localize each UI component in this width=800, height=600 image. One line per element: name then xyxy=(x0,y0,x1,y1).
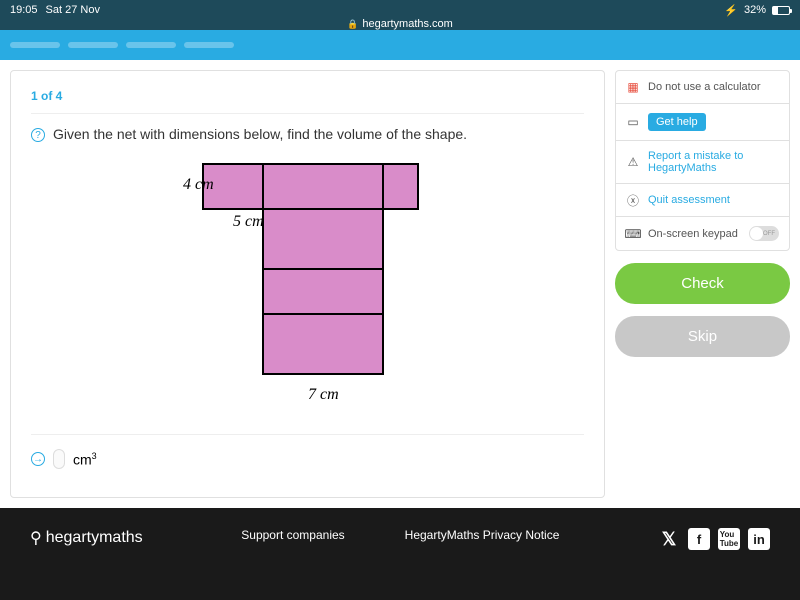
warning-icon: ⚠ xyxy=(626,155,640,169)
lock-icon: 🔒 xyxy=(347,19,358,30)
status-bar: 19:05 Sat 27 Nov ⚡ 32% xyxy=(0,0,800,20)
keypad-row: ⌨ On-screen keypad OFF xyxy=(616,217,789,250)
no-calc-label: Do not use a calculator xyxy=(648,81,761,93)
url-domain: hegartymaths.com xyxy=(362,18,452,30)
footer: ⚲ hegartymaths Support companies Hegarty… xyxy=(0,508,800,600)
quit-row[interactable]: ⓧ Quit assessment xyxy=(616,184,789,217)
keypad-label: On-screen keypad xyxy=(648,228,738,240)
question-text: Given the net with dimensions below, fin… xyxy=(53,126,467,142)
question-panel: 1 of 4 ? Given the net with dimensions b… xyxy=(10,70,605,498)
youtube-icon[interactable]: YouTube xyxy=(718,528,740,550)
status-date: Sat 27 Nov xyxy=(46,4,100,16)
skip-button[interactable]: Skip xyxy=(615,316,790,357)
get-help-button[interactable]: Get help xyxy=(648,113,706,131)
keypad-toggle[interactable]: OFF xyxy=(749,226,779,241)
answer-unit: cm3 xyxy=(73,451,97,468)
footer-social: 𝕏 f YouTube in xyxy=(658,528,770,550)
report-link[interactable]: Report a mistake to HegartyMaths xyxy=(648,150,779,174)
footer-link-support[interactable]: Support companies xyxy=(241,528,344,542)
battery-pct: 32% xyxy=(744,4,766,16)
keypad-icon: ⌨ xyxy=(626,227,640,241)
side-panel: ▦ Do not use a calculator ▭ Get help ⚠ R… xyxy=(615,70,790,251)
footer-logo: ⚲ hegartymaths xyxy=(30,528,143,548)
check-button[interactable]: Check xyxy=(615,263,790,304)
quit-link[interactable]: Quit assessment xyxy=(648,194,730,206)
calculator-icon: ▦ xyxy=(626,80,640,94)
svg-text:5 cm: 5 cm xyxy=(233,213,264,230)
net-diagram: 4 cm 5 cm 7 cm xyxy=(31,154,584,414)
answer-input[interactable] xyxy=(53,449,65,469)
linkedin-icon[interactable]: in xyxy=(748,528,770,550)
logo-icon: ⚲ xyxy=(30,528,42,548)
question-icon: ? xyxy=(31,128,45,142)
get-help-row[interactable]: ▭ Get help xyxy=(616,104,789,141)
battery-icon xyxy=(772,6,790,15)
wifi-icon: ⚡ xyxy=(724,4,738,17)
progress-label: 1 of 4 xyxy=(31,89,584,114)
svg-text:7 cm: 7 cm xyxy=(308,386,339,403)
tab-pill[interactable] xyxy=(126,42,176,48)
svg-text:4 cm: 4 cm xyxy=(183,176,214,193)
tab-pill[interactable] xyxy=(184,42,234,48)
facebook-icon[interactable]: f xyxy=(688,528,710,550)
report-row[interactable]: ⚠ Report a mistake to HegartyMaths xyxy=(616,141,789,184)
tab-bar xyxy=(0,30,800,60)
close-icon: ⓧ xyxy=(626,193,640,207)
no-calculator-row: ▦ Do not use a calculator xyxy=(616,71,789,104)
tab-pill[interactable] xyxy=(10,42,60,48)
status-time: 19:05 xyxy=(10,4,38,16)
url-bar: 🔒 hegartymaths.com xyxy=(0,20,800,30)
footer-link-privacy[interactable]: HegartyMaths Privacy Notice xyxy=(405,528,560,542)
twitter-icon[interactable]: 𝕏 xyxy=(658,528,680,550)
arrow-icon: → xyxy=(31,452,45,466)
tab-pill[interactable] xyxy=(68,42,118,48)
video-icon: ▭ xyxy=(626,115,640,129)
